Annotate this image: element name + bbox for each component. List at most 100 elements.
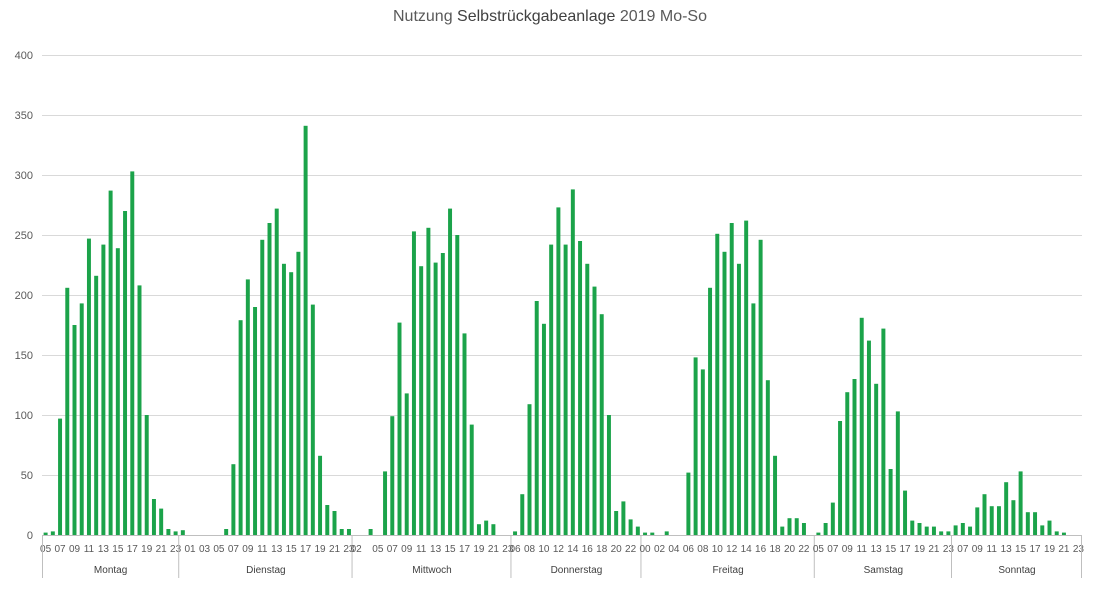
x-tick-label: 13: [98, 544, 110, 555]
bar: [426, 227, 431, 536]
bar: [332, 511, 337, 535]
x-tick-label: 01: [184, 544, 196, 555]
bar: [975, 507, 980, 535]
x-tick-label: 20: [784, 544, 796, 555]
bar: [224, 529, 229, 535]
bar: [621, 501, 626, 535]
x-tick-label: 09: [842, 544, 854, 555]
x-tick-label: 13: [871, 544, 883, 555]
bar: [1040, 525, 1045, 535]
x-tick-label: 07: [957, 544, 969, 555]
x-tick-label: 18: [596, 544, 608, 555]
bar: [1011, 500, 1016, 535]
bar: [159, 508, 164, 535]
bar: [585, 263, 590, 535]
x-tick-label: 09: [69, 544, 81, 555]
bar: [563, 244, 568, 535]
x-tick-label: 05: [40, 544, 52, 555]
bar: [1054, 531, 1059, 535]
x-tick-label: 23: [1073, 544, 1085, 555]
bar: [455, 235, 460, 535]
bar: [469, 424, 474, 535]
x-tick-label: 14: [741, 544, 753, 555]
bar: [866, 340, 871, 535]
bar: [50, 531, 55, 535]
x-tick-label: 19: [473, 544, 485, 555]
y-tick-label: 200: [15, 290, 33, 302]
bar: [462, 333, 467, 535]
bar: [296, 251, 301, 536]
bar: [368, 529, 373, 535]
bar: [758, 239, 763, 536]
x-tick-label: 05: [813, 544, 825, 555]
bar: [830, 502, 835, 535]
bar: [303, 125, 308, 536]
x-tick-label: 17: [127, 544, 139, 555]
x-tick-label: 11: [84, 544, 95, 555]
bar: [917, 523, 922, 535]
bar: [520, 494, 525, 535]
x-tick-label: 22: [625, 544, 637, 555]
x-tick-label: 23: [943, 544, 955, 555]
bar: [94, 275, 99, 535]
x-tick-label: 07: [387, 544, 399, 555]
day-label: Freitag: [713, 565, 744, 576]
bar: [686, 472, 691, 535]
bar: [895, 411, 900, 535]
day-label: Donnerstag: [551, 565, 603, 576]
day-label: Dienstag: [246, 565, 285, 576]
bar: [874, 383, 879, 535]
bar: [903, 490, 908, 535]
bar: [137, 285, 142, 535]
bar: [267, 223, 272, 535]
bar: [433, 262, 438, 535]
x-tick-label: 11: [987, 544, 998, 555]
x-tick-label: 17: [1029, 544, 1041, 555]
bar: [260, 239, 265, 536]
bar: [166, 529, 171, 535]
bar: [43, 532, 48, 535]
x-tick-label: 07: [827, 544, 839, 555]
bar: [86, 238, 91, 535]
x-tick-label: 04: [668, 544, 680, 555]
x-tick-label: 11: [857, 544, 868, 555]
chart-title-part1: Nutzung: [393, 8, 458, 25]
x-tick-label: 05: [213, 544, 225, 555]
x-tick-label: 09: [401, 544, 413, 555]
bar: [115, 248, 120, 535]
bar: [281, 263, 286, 535]
bar: [151, 499, 156, 535]
bar: [513, 531, 518, 535]
chart-title: Nutzung Selbstrückgabeanlage 2019 Mo-So: [0, 8, 1100, 26]
y-tick-label: 50: [21, 470, 33, 482]
bar: [238, 320, 243, 535]
x-tick-label: 21: [156, 544, 168, 555]
x-tick-label: 13: [1001, 544, 1013, 555]
bar: [606, 415, 611, 535]
bar: [794, 518, 799, 535]
x-tick-label: 13: [271, 544, 283, 555]
bar: [996, 506, 1001, 535]
bar: [953, 525, 958, 535]
x-tick-label: 21: [1058, 544, 1070, 555]
bar: [448, 208, 453, 535]
x-tick-label: 07: [54, 544, 66, 555]
x-tick-label: 17: [899, 544, 911, 555]
x-tick-label: 20: [611, 544, 623, 555]
x-tick-label: 23: [343, 544, 355, 555]
bar: [845, 392, 850, 535]
x-tick-label: 11: [416, 544, 427, 555]
x-tick-label: 06: [683, 544, 695, 555]
x-tick-label: 09: [972, 544, 984, 555]
gridlines: [42, 55, 1082, 476]
bar: [765, 380, 770, 535]
bar: [527, 404, 532, 535]
bar: [910, 520, 915, 535]
bar: [318, 455, 323, 535]
bar: [383, 471, 388, 535]
bar: [130, 171, 135, 535]
x-tick-label: 22: [798, 544, 810, 555]
bar: [253, 307, 258, 535]
bar: [534, 301, 539, 535]
bar: [58, 418, 63, 535]
